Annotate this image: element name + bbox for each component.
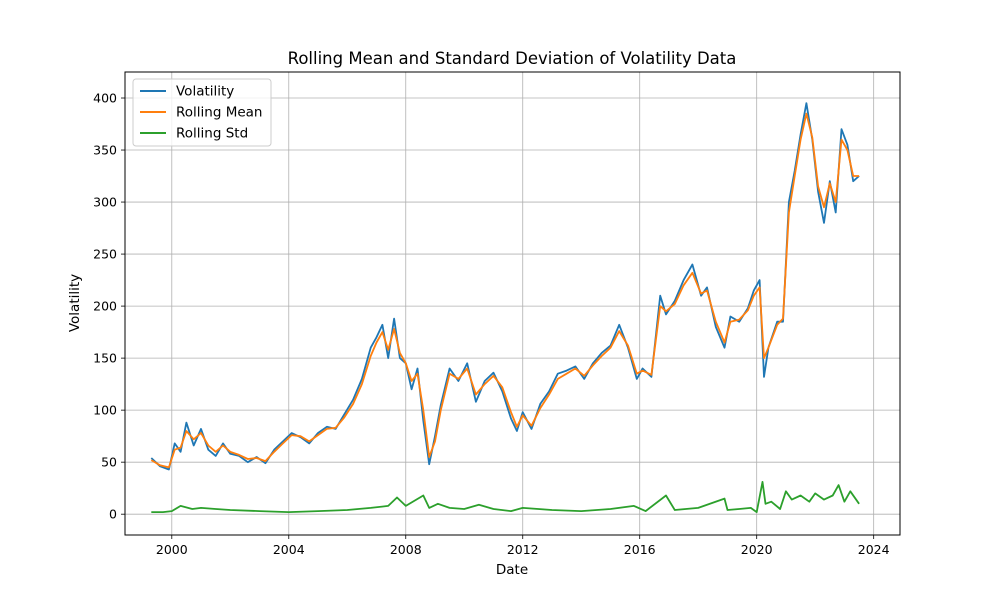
series-line-volatility xyxy=(150,102,860,471)
y-axis: 0 50 100 150 200 250 300 350 400 xyxy=(93,91,125,522)
x-axis: 2000 2004 2008 2012 2016 2020 2024 xyxy=(156,535,890,557)
y-tick-label: 150 xyxy=(93,351,117,366)
series-layer xyxy=(150,102,860,513)
y-tick-label: 0 xyxy=(109,507,117,522)
legend: Volatility Rolling Mean Rolling Std xyxy=(132,78,272,147)
x-tick-label: 2012 xyxy=(507,542,539,557)
y-tick-label: 250 xyxy=(93,247,117,262)
grid xyxy=(125,72,900,535)
chart-title: Rolling Mean and Standard Deviation of V… xyxy=(288,49,737,68)
y-axis-title: Volatility xyxy=(67,274,83,332)
x-tick-label: 2008 xyxy=(390,542,422,557)
y-tick-label: 350 xyxy=(93,143,117,158)
x-tick-label: 2024 xyxy=(858,542,890,557)
legend-box xyxy=(132,78,272,147)
x-tick-label: 2000 xyxy=(156,542,188,557)
legend-label-rolling-mean: Rolling Mean xyxy=(176,105,262,121)
y-tick-label: 300 xyxy=(93,195,117,210)
plot-frame xyxy=(124,71,901,536)
x-tick-label: 2004 xyxy=(273,542,305,557)
series-line-rolling-mean xyxy=(150,112,860,469)
y-tick-label: 50 xyxy=(101,455,117,470)
y-tick-label: 100 xyxy=(93,403,117,418)
x-tick-label: 2016 xyxy=(624,542,656,557)
y-tick-label: 400 xyxy=(93,91,117,106)
y-tick-label: 200 xyxy=(93,299,117,314)
x-axis-title: Date xyxy=(496,562,528,578)
series-line-rolling-std xyxy=(151,480,860,513)
legend-label-rolling-std: Rolling Std xyxy=(176,126,248,142)
x-tick-label: 2020 xyxy=(741,542,773,557)
legend-label-volatility: Volatility xyxy=(176,84,234,100)
